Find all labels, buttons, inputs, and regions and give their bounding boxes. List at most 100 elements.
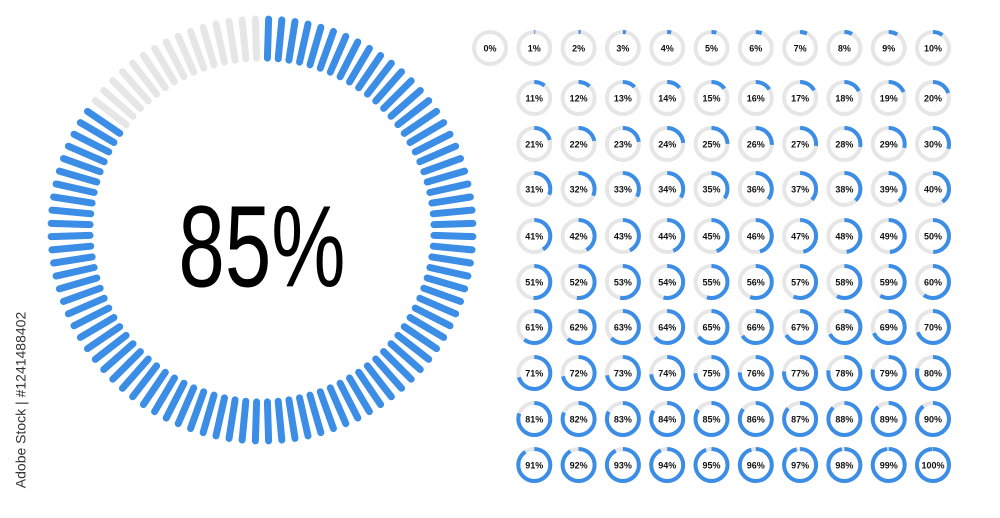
circle-label: 80% xyxy=(924,368,942,378)
segment xyxy=(372,355,406,392)
circle-arc xyxy=(693,264,730,300)
circle-label: 99% xyxy=(880,460,898,470)
circle-label: 0% xyxy=(483,43,496,53)
progress-circle: 59% xyxy=(870,264,907,300)
segment xyxy=(162,379,188,422)
circle-label: 16% xyxy=(747,93,765,103)
circle-label: 51% xyxy=(525,277,543,287)
progress-circle: 28% xyxy=(826,126,863,162)
circle-label: 2% xyxy=(572,43,585,53)
circle-label: 66% xyxy=(747,322,765,332)
circle-arc xyxy=(826,355,863,391)
progress-circle: 18% xyxy=(826,80,863,116)
progress-circle: 67% xyxy=(782,309,819,345)
circle-arc xyxy=(870,30,907,66)
segment xyxy=(372,68,406,105)
progress-circle: 83% xyxy=(604,401,641,437)
circle-arc xyxy=(915,218,951,254)
progress-circle: 32% xyxy=(560,171,597,207)
circle-arc xyxy=(826,264,863,300)
circle-arc xyxy=(560,401,597,437)
circle-arc xyxy=(604,355,641,391)
circle-label: 62% xyxy=(570,322,588,332)
circle-arc xyxy=(693,309,730,345)
progress-circle: 63% xyxy=(604,309,641,345)
segment xyxy=(420,155,465,176)
segment xyxy=(151,374,178,416)
progress-circle: 71% xyxy=(516,355,553,391)
progress-circle: 90% xyxy=(915,401,951,437)
circle-arc xyxy=(516,264,553,300)
circle-label: 39% xyxy=(880,184,898,194)
circle-arc xyxy=(560,171,597,207)
progress-circle: 69% xyxy=(870,309,907,345)
segment xyxy=(394,97,433,129)
circle-label: 47% xyxy=(791,231,809,241)
progress-circle: 56% xyxy=(737,264,774,300)
progress-circle: 16% xyxy=(737,80,774,116)
circle-label: 9% xyxy=(882,43,895,53)
progress-circle: 36% xyxy=(737,171,774,207)
circle-arc xyxy=(604,218,641,254)
circle-label: 92% xyxy=(570,460,588,470)
circle-label: 21% xyxy=(525,139,543,149)
circle-label: 26% xyxy=(747,139,765,149)
progress-circle: 73% xyxy=(604,355,641,391)
circle-arc xyxy=(604,401,641,437)
circle-label: 90% xyxy=(924,414,942,424)
circle-arc xyxy=(693,171,730,207)
progress-circle: 55% xyxy=(693,264,730,300)
segment xyxy=(251,398,261,445)
big-label: 85% xyxy=(178,183,345,312)
segment xyxy=(212,394,228,440)
circle-arc xyxy=(560,30,597,66)
segment xyxy=(59,284,104,305)
progress-circle: 98% xyxy=(826,447,863,483)
segment xyxy=(174,384,198,428)
circle-arc xyxy=(737,309,774,345)
segment xyxy=(306,391,325,437)
circle-arc xyxy=(782,447,819,483)
segment xyxy=(70,130,113,156)
circle-label: 19% xyxy=(880,93,898,103)
circle-label: 58% xyxy=(835,277,853,287)
progress-circle: 86% xyxy=(737,401,774,437)
segment xyxy=(411,130,454,156)
circle-arc xyxy=(737,401,774,437)
progress-circle: 77% xyxy=(782,355,819,391)
big-remaining xyxy=(91,15,261,129)
segment xyxy=(380,77,415,112)
circle-arc xyxy=(826,30,863,66)
segment xyxy=(109,348,144,383)
segment xyxy=(363,362,395,401)
circle-label: 98% xyxy=(835,460,853,470)
circle-arc xyxy=(870,218,907,254)
segment xyxy=(429,206,476,218)
segment xyxy=(355,51,385,92)
progress-circle: 10% xyxy=(915,30,951,66)
circle-label: 36% xyxy=(747,184,765,194)
segment xyxy=(100,340,137,374)
circle-arc xyxy=(782,264,819,300)
progress-circle: 21% xyxy=(516,126,553,162)
circle-arc xyxy=(649,355,686,391)
segment xyxy=(70,304,113,330)
circle-label: 57% xyxy=(791,277,809,287)
circle-label: 34% xyxy=(658,184,676,194)
circle-label: 70% xyxy=(924,322,942,332)
circle-arc xyxy=(826,218,863,254)
segment xyxy=(387,86,424,120)
progress-circle: 52% xyxy=(560,264,597,300)
segment xyxy=(59,155,104,176)
circle-label: 27% xyxy=(791,139,809,149)
circle-label: 67% xyxy=(791,322,809,332)
segment xyxy=(336,38,362,81)
circle-label: 10% xyxy=(924,43,942,53)
segment xyxy=(109,77,144,112)
segment xyxy=(52,264,98,280)
segment xyxy=(91,331,130,363)
progress-circle: 99% xyxy=(870,447,907,483)
segment xyxy=(118,355,152,392)
circle-arc xyxy=(915,309,951,345)
